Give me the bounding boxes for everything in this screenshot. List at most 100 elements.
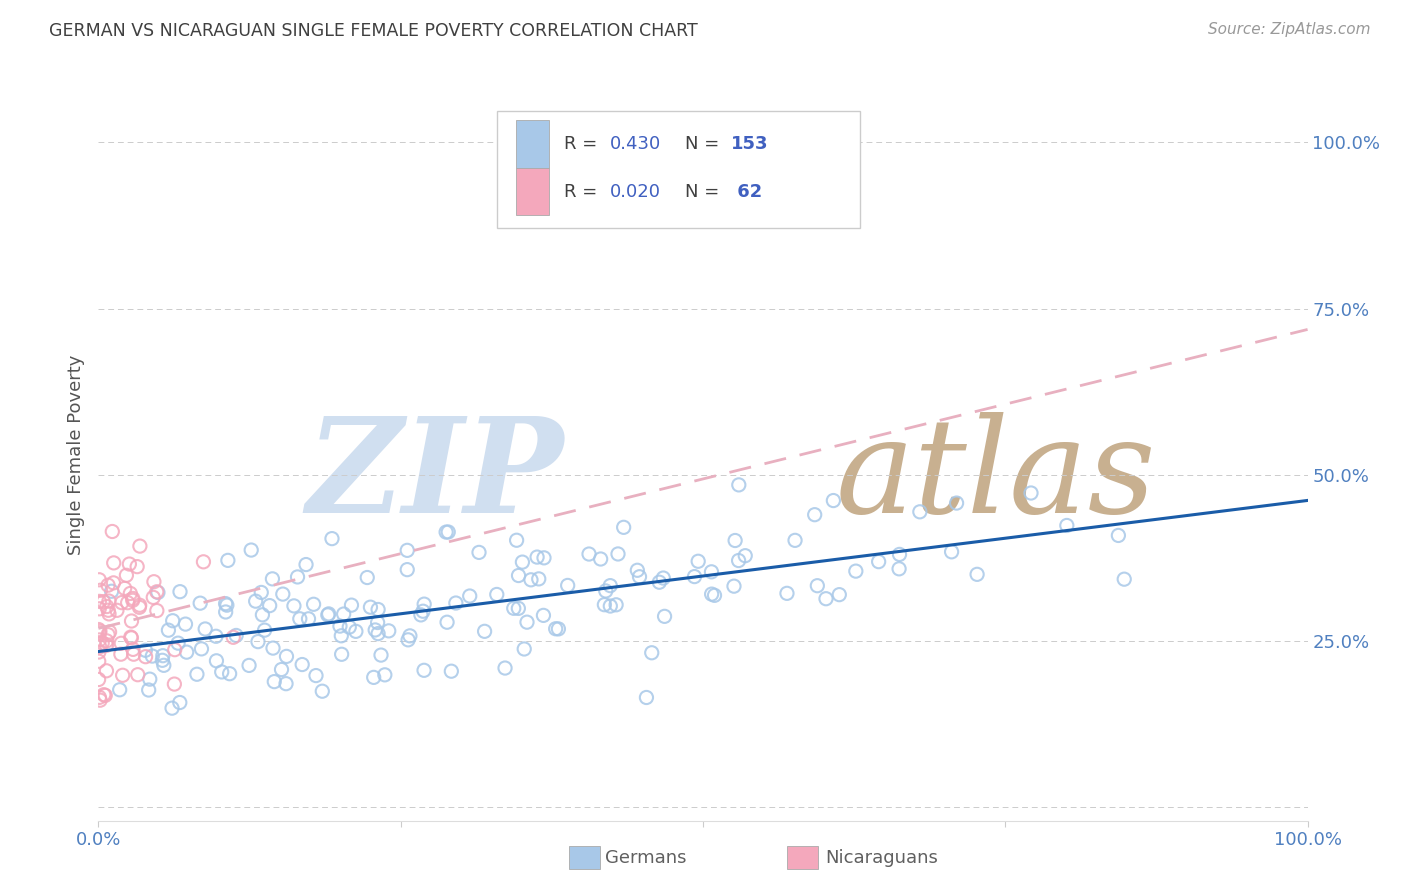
Point xyxy=(120,630,142,644)
Point xyxy=(502,601,524,615)
Point xyxy=(806,579,828,593)
Point xyxy=(89,594,111,608)
Point xyxy=(128,600,150,615)
Point xyxy=(434,525,457,540)
Point xyxy=(262,572,284,586)
Point xyxy=(96,664,118,678)
Point xyxy=(377,624,399,638)
Point xyxy=(505,533,527,548)
Point xyxy=(828,588,851,602)
Point xyxy=(225,628,247,642)
Point xyxy=(127,559,149,574)
Point xyxy=(97,594,120,608)
Point xyxy=(305,668,328,682)
Point xyxy=(205,654,228,668)
Point xyxy=(628,570,651,584)
Point xyxy=(91,594,114,608)
Point xyxy=(508,568,530,582)
Point xyxy=(367,615,389,630)
Point xyxy=(211,665,233,679)
Point xyxy=(90,583,112,598)
Point xyxy=(700,587,723,601)
Point xyxy=(370,648,392,662)
Point xyxy=(240,543,263,558)
FancyBboxPatch shape xyxy=(569,846,600,869)
Point xyxy=(142,591,165,605)
Point xyxy=(413,597,436,611)
Point xyxy=(103,556,125,570)
Point xyxy=(214,597,236,611)
Point xyxy=(146,584,169,599)
Point xyxy=(803,508,825,522)
Point xyxy=(474,624,496,639)
Point xyxy=(727,478,749,492)
Point xyxy=(271,587,294,601)
Point xyxy=(108,682,131,697)
Point xyxy=(163,642,186,657)
Point xyxy=(512,555,534,569)
Point xyxy=(174,617,197,632)
Point xyxy=(1056,518,1078,533)
Point xyxy=(734,549,756,563)
Point xyxy=(636,690,658,705)
Point xyxy=(654,609,676,624)
Point xyxy=(135,649,157,664)
Point xyxy=(215,605,238,619)
Point xyxy=(889,548,911,562)
Point xyxy=(98,624,121,639)
Point xyxy=(157,623,180,637)
Point xyxy=(120,586,142,600)
Point xyxy=(105,603,128,617)
Point xyxy=(494,661,516,675)
Point xyxy=(533,608,555,623)
Point xyxy=(318,607,340,621)
Point xyxy=(595,584,617,599)
Point xyxy=(160,701,183,715)
Point xyxy=(396,563,419,577)
Point xyxy=(262,641,284,656)
Point xyxy=(87,623,110,637)
Text: R =: R = xyxy=(564,183,603,201)
Text: N =: N = xyxy=(685,135,725,153)
Point xyxy=(544,622,567,636)
Point xyxy=(330,629,353,643)
Point xyxy=(93,688,115,702)
Point xyxy=(100,584,122,599)
Point xyxy=(122,647,145,661)
Text: ZIP: ZIP xyxy=(307,412,564,541)
Point xyxy=(437,524,460,539)
Text: Source: ZipAtlas.com: Source: ZipAtlas.com xyxy=(1208,22,1371,37)
Point xyxy=(316,607,339,622)
Point xyxy=(103,575,125,590)
Point xyxy=(122,591,145,606)
Point xyxy=(458,589,481,603)
Text: 0.020: 0.020 xyxy=(610,183,661,201)
Point xyxy=(302,597,325,611)
FancyBboxPatch shape xyxy=(516,168,550,215)
Point xyxy=(823,493,845,508)
Point xyxy=(814,591,837,606)
Point xyxy=(150,653,173,667)
Point xyxy=(287,570,309,584)
Point xyxy=(311,684,333,698)
Point xyxy=(139,672,162,686)
Point xyxy=(332,607,354,621)
Point xyxy=(167,636,190,650)
Point xyxy=(215,598,238,612)
Text: atlas: atlas xyxy=(837,412,1157,541)
Point xyxy=(966,567,988,582)
Point xyxy=(945,496,967,510)
Point xyxy=(193,555,215,569)
Point xyxy=(169,584,191,599)
Point xyxy=(413,663,436,677)
Point xyxy=(152,648,174,663)
Point xyxy=(356,570,378,584)
Text: Nicaraguans: Nicaraguans xyxy=(825,849,938,867)
Point xyxy=(547,622,569,636)
Point xyxy=(700,565,723,579)
Point xyxy=(87,645,110,659)
Point xyxy=(723,579,745,593)
Point xyxy=(98,607,121,621)
Text: Germans: Germans xyxy=(605,849,686,867)
Point xyxy=(110,647,132,661)
